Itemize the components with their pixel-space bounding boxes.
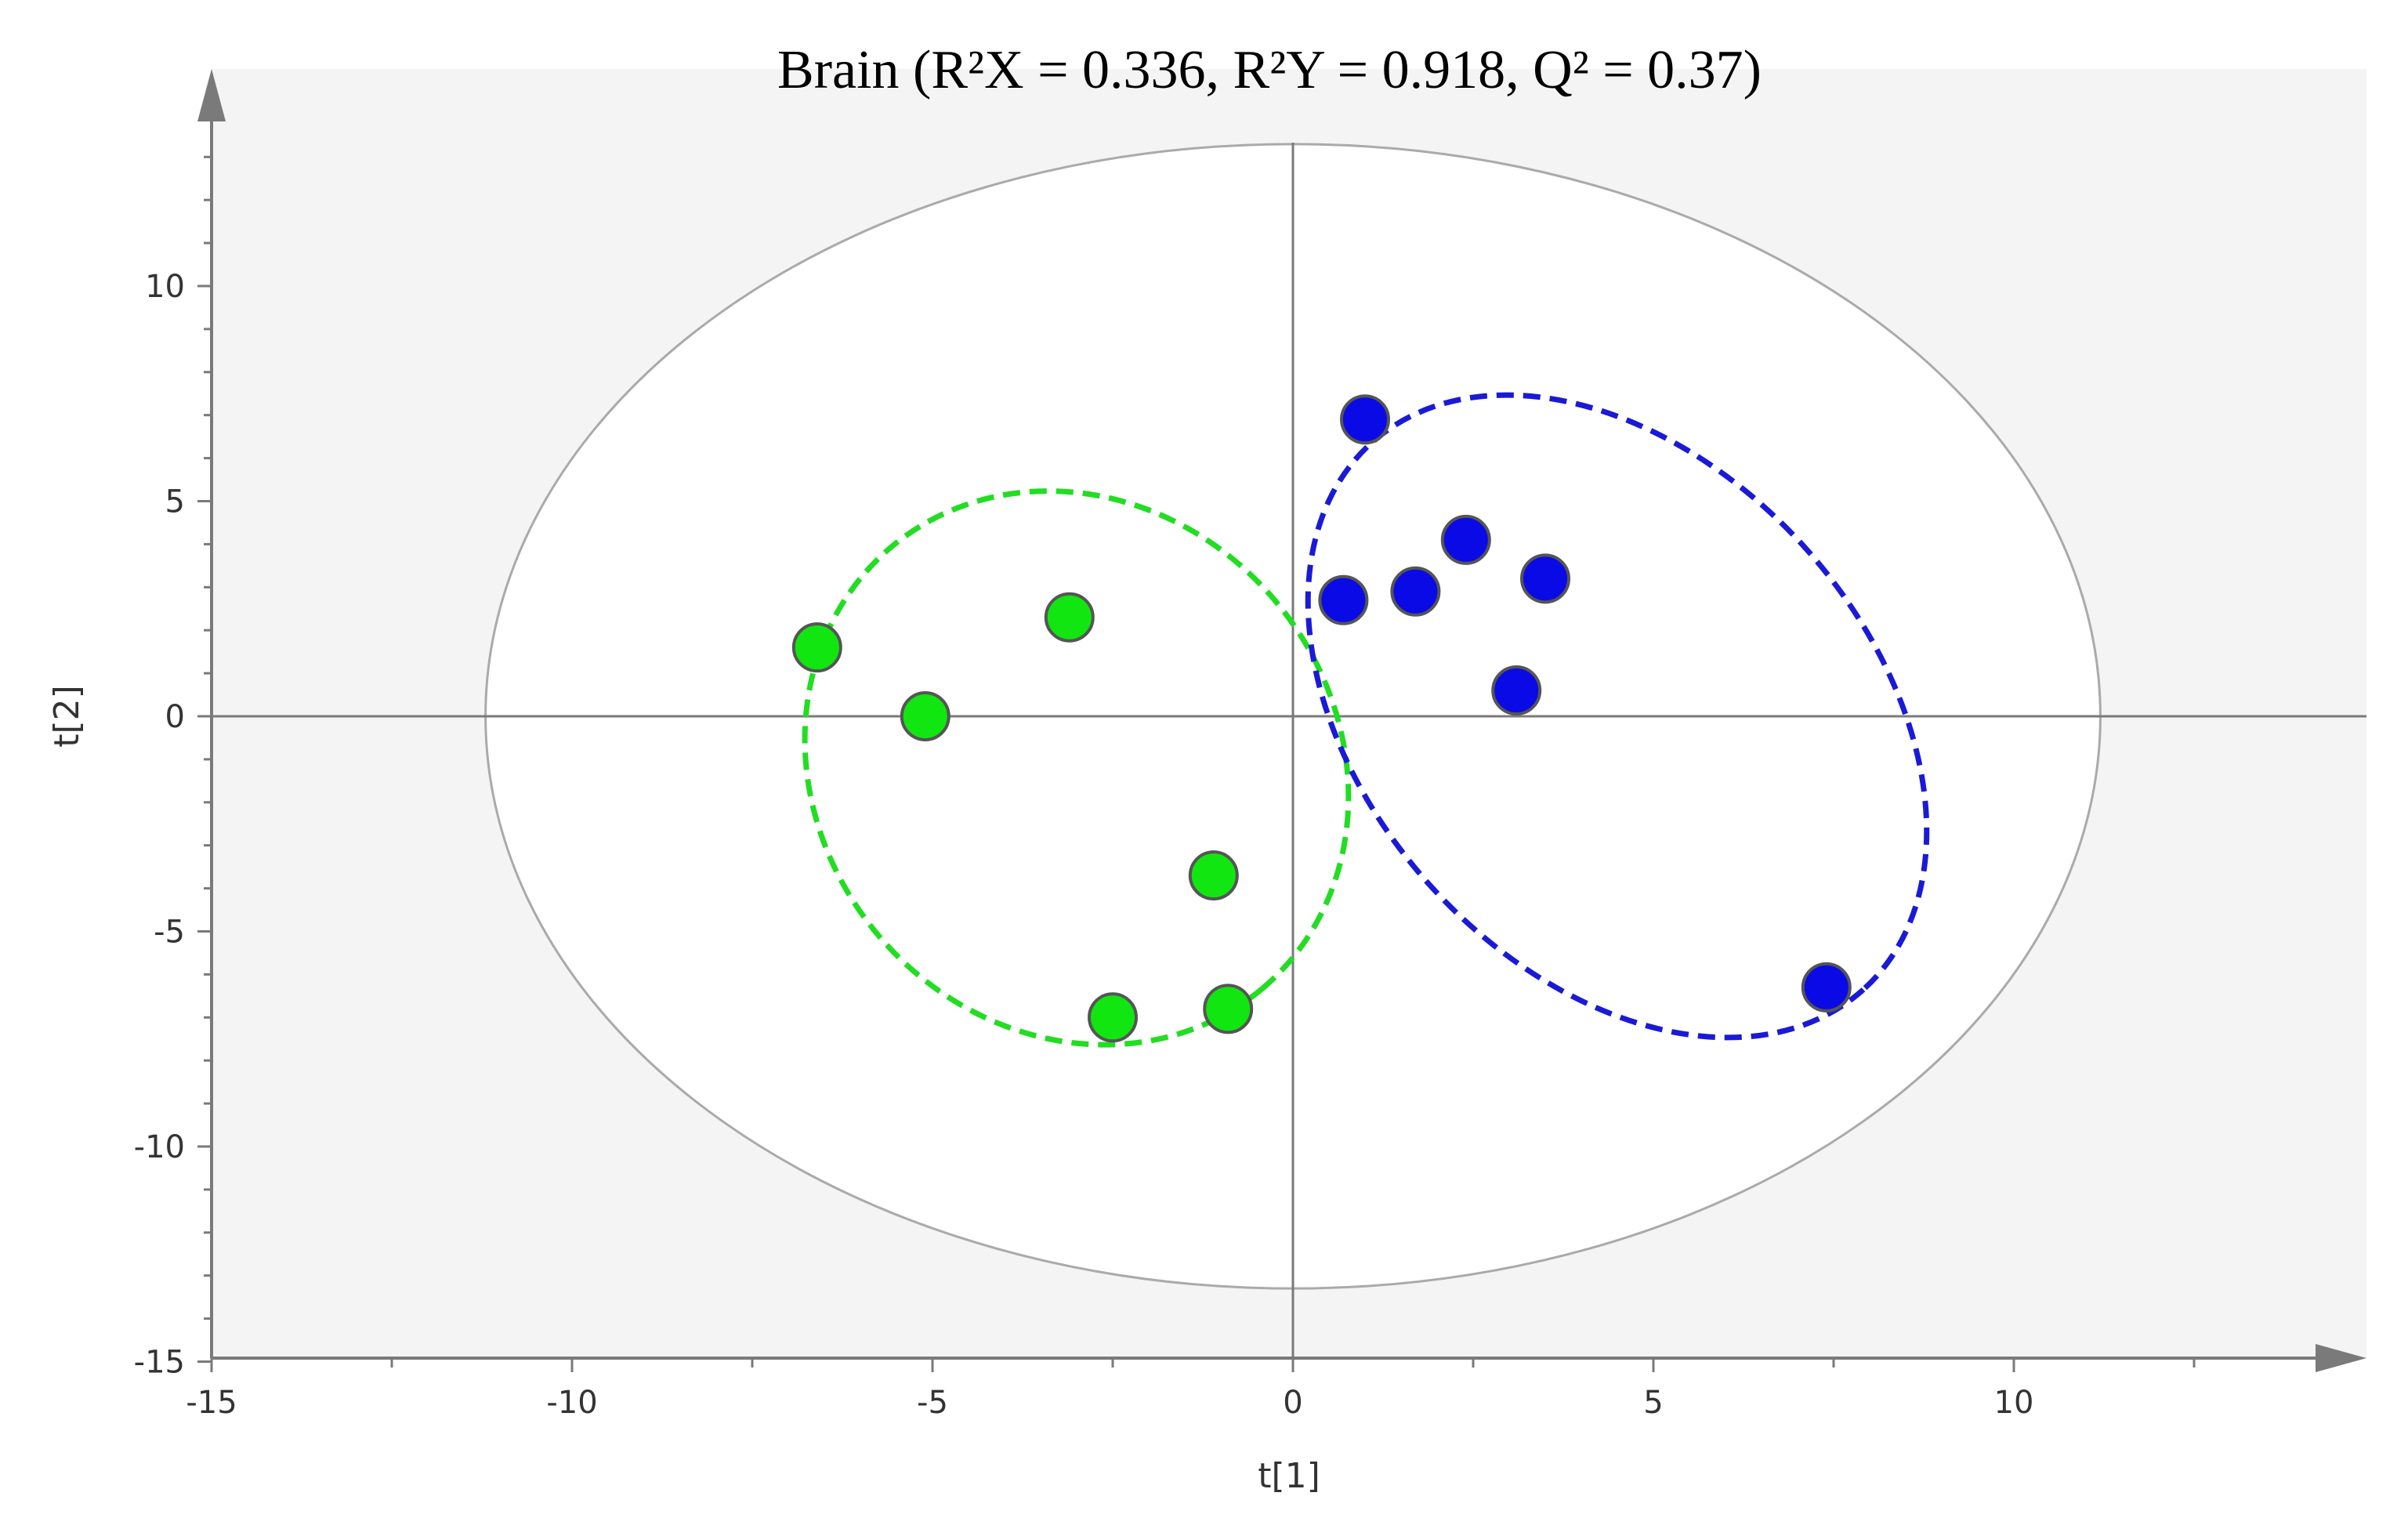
- group-outline-1: [802, 488, 1352, 1048]
- data-point-series1-6: [1203, 984, 1254, 1034]
- data-point-series1-4: [1188, 850, 1239, 901]
- group-outline-layer: [802, 392, 1930, 1048]
- chart-title: Brain (R²X = 0.336, R²Y = 0.918, Q² = 0.…: [777, 40, 1762, 100]
- y-tick-label: 5: [165, 484, 185, 520]
- data-point-series2-4: [1318, 574, 1369, 625]
- data-point-series2-6: [1491, 665, 1542, 716]
- data-point-series1-2: [900, 691, 951, 741]
- data-point-series1-3: [1044, 592, 1095, 643]
- y-axis-label: t[2]: [47, 685, 87, 748]
- data-point-series2-1: [1340, 394, 1390, 445]
- x-axis-label: t[1]: [1258, 1456, 1320, 1496]
- zero-lines: [212, 143, 2366, 1358]
- x-tick-label: 10: [1994, 1385, 2034, 1421]
- y-axis-arrow-icon: [197, 69, 226, 121]
- x-tick-label: -15: [186, 1385, 237, 1421]
- group-outline-2: [1305, 392, 1930, 1041]
- data-point-series2-2: [1440, 514, 1491, 565]
- axes-layer: [197, 69, 2366, 1372]
- data-point-series1-5: [1088, 992, 1138, 1043]
- y-tick-label: 10: [145, 269, 185, 305]
- data-point-series2-7: [1801, 962, 1852, 1013]
- x-tick-label: 5: [1643, 1385, 1663, 1421]
- y-tick-label: -5: [154, 915, 185, 951]
- data-point-series1-1: [791, 622, 842, 673]
- points-layer: [791, 394, 1852, 1043]
- x-tick-label: 0: [1283, 1385, 1302, 1421]
- y-tick-label: -15: [134, 1345, 185, 1381]
- x-tick-label: -10: [546, 1385, 597, 1421]
- y-tick-label: 0: [165, 699, 185, 735]
- data-point-series2-5: [1520, 553, 1570, 604]
- ticks-layer: -15 -10 -5 0 5 10 -15 -10 -5 0 5 10: [134, 155, 2196, 1421]
- y-tick-label: -10: [134, 1129, 185, 1165]
- data-point-series2-3: [1390, 566, 1441, 617]
- x-tick-label: -5: [917, 1385, 948, 1421]
- x-axis-arrow-icon: [2316, 1344, 2366, 1372]
